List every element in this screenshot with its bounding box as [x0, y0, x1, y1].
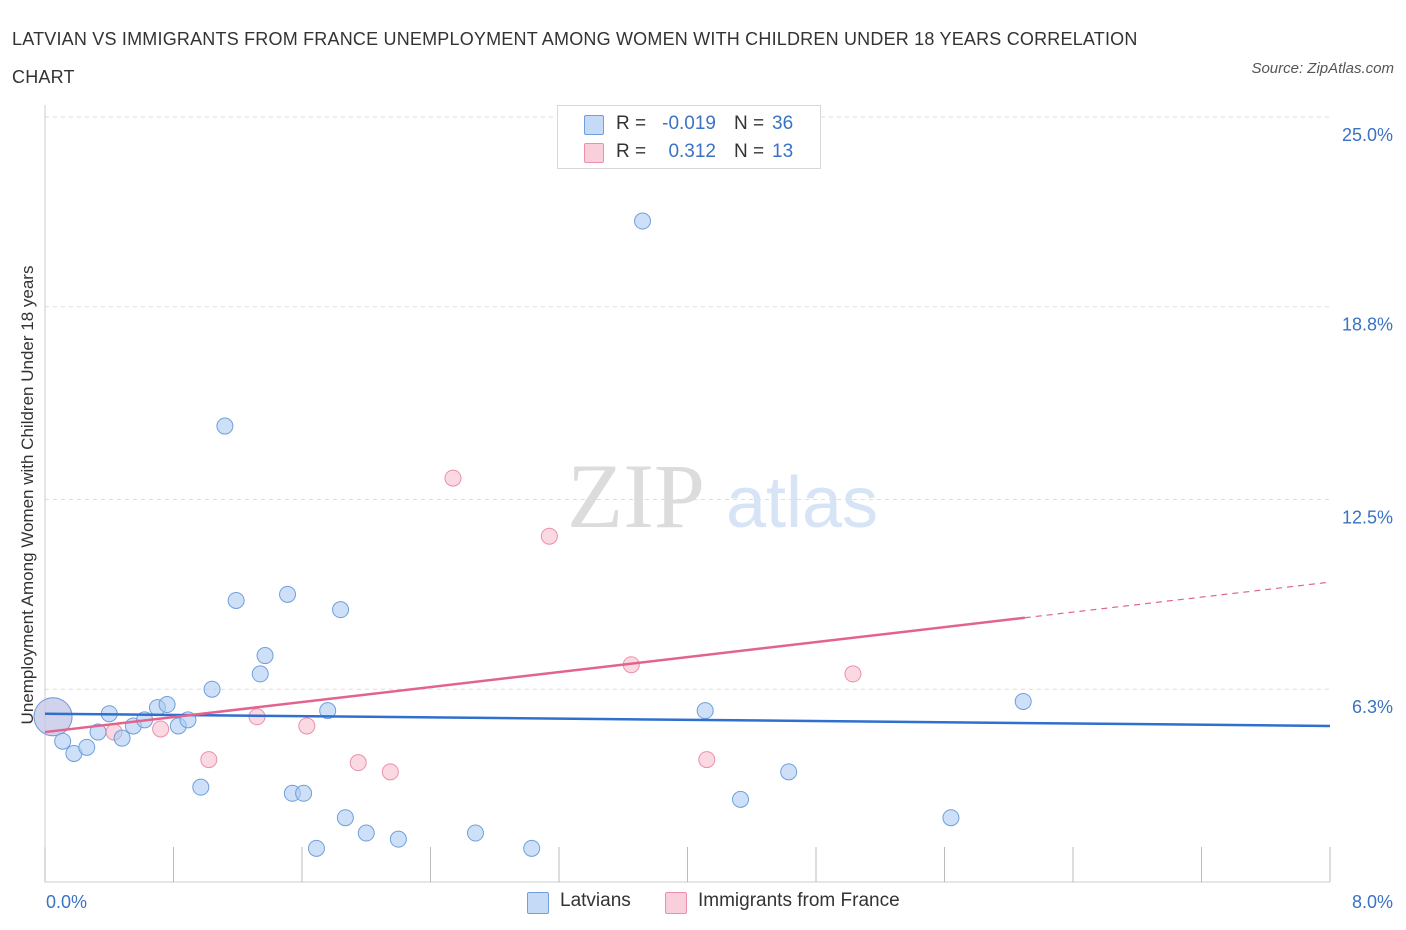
y-tick-label: 6.3%	[1352, 697, 1393, 717]
france-point	[444, 469, 462, 487]
latvians-point	[192, 778, 210, 796]
y-tick-label: 18.8%	[1342, 315, 1393, 335]
france-point	[698, 751, 716, 769]
france-point	[200, 751, 218, 769]
latvians-point	[33, 697, 73, 737]
latvians-point	[256, 647, 274, 665]
watermark-atlas: atlas	[726, 463, 878, 543]
y-tick-label: 25.0%	[1342, 125, 1393, 145]
latvians-point	[336, 809, 354, 827]
chart-title: LATVIAN VS IMMIGRANTS FROM FRANCE UNEMPL…	[12, 29, 1138, 87]
latvians-point	[389, 830, 407, 848]
latvians-point	[523, 839, 541, 857]
latvians-point	[332, 601, 350, 619]
legend-r-label: R =	[616, 141, 647, 162]
latvians-point	[319, 702, 337, 720]
legend-swatch-france	[584, 143, 604, 163]
latvians-point	[203, 680, 221, 698]
legend-n-label: N =	[734, 141, 765, 162]
legend-r-value: 0.312	[668, 141, 716, 162]
latvians-point	[227, 591, 245, 609]
latvians-point	[696, 702, 714, 720]
latvians-point	[1014, 692, 1032, 710]
latvians-point	[158, 696, 176, 714]
bottom-legend-label: Immigrants from France	[698, 890, 900, 911]
france-point	[381, 763, 399, 781]
france-point	[298, 717, 316, 735]
france-trendline-extension	[1024, 581, 1331, 619]
latvians-point	[357, 824, 375, 842]
france-point	[844, 665, 862, 683]
x-tick-label: 0.0%	[46, 892, 87, 912]
chart-source: Source: ZipAtlas.com	[1251, 60, 1394, 77]
latvians-point	[216, 417, 234, 435]
bottom-legend-swatch-latvians	[527, 892, 549, 914]
x-tick-label: 8.0%	[1352, 892, 1393, 912]
latvians-point	[732, 790, 750, 808]
latvians-point	[295, 784, 313, 802]
legend-n-value: 36	[772, 113, 794, 134]
legend-n-label: N =	[734, 113, 765, 134]
latvians-point	[466, 824, 484, 842]
legend-r-value: -0.019	[662, 113, 716, 134]
bottom-legend-swatch-france	[665, 892, 687, 914]
latvians-point	[942, 809, 960, 827]
france-trendline	[44, 616, 1025, 734]
watermark-zip: ZIP	[567, 445, 705, 547]
france-point	[540, 527, 558, 545]
correlation-legend: R = -0.019 N = 36 R = 0.312 N = 13	[557, 105, 821, 169]
latvians-point	[54, 732, 72, 750]
latvians-points	[33, 212, 1032, 857]
latvians-point	[78, 738, 96, 756]
tick-labels: 6.3% 12.5% 18.8% 25.0% 0.0% 8.0%	[46, 125, 1393, 912]
legend-r-label: R =	[616, 113, 647, 134]
latvians-point	[634, 212, 652, 230]
latvians-point	[279, 585, 297, 603]
bottom-legend-label: Latvians	[560, 890, 631, 911]
y-tick-label: 12.5%	[1342, 508, 1393, 528]
latvians-point	[307, 839, 325, 857]
trendlines	[44, 581, 1331, 734]
legend-swatch-latvians	[584, 115, 604, 135]
latvians-point	[780, 763, 798, 781]
latvians-point	[113, 729, 131, 747]
latvians-point	[89, 723, 107, 741]
watermark: ZIP atlas	[567, 445, 878, 547]
axes	[44, 105, 1331, 883]
latvians-trendline	[44, 712, 1331, 728]
legend-n-value: 13	[772, 141, 794, 162]
france-point	[349, 754, 367, 772]
latvians-point	[251, 665, 269, 683]
france-point	[152, 720, 170, 738]
